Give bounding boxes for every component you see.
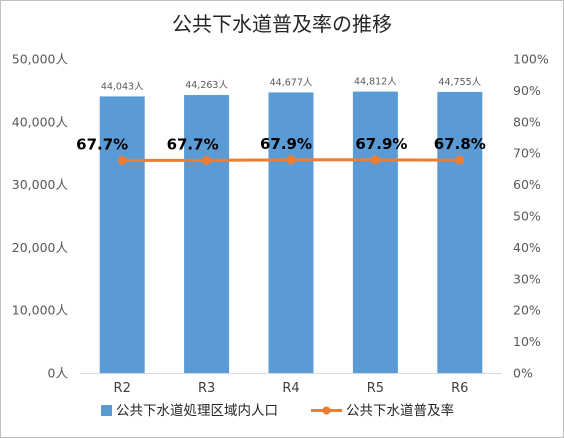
line-data-label: 67.7% — [167, 135, 219, 153]
bar-data-label: 44,043人 — [101, 81, 144, 92]
legend-bar-swatch — [101, 405, 112, 416]
left-axis-tick-label: 10,000人 — [12, 303, 69, 318]
bar-data-label: 44,812人 — [354, 77, 397, 88]
x-axis-tick-label: R3 — [198, 381, 215, 396]
line-data-labels: 67.7% 67.7% 67.9% 67.9% 67.8% — [76, 135, 486, 154]
bar-data-label: 44,677人 — [270, 77, 313, 88]
right-axis-tick-label: 20% — [513, 303, 541, 318]
line-data-label: 67.8% — [434, 135, 486, 153]
x-axis-tick-label: R4 — [282, 381, 299, 396]
right-axis: 0% 10% 20% 30% 40% 50% 60% 70% 80% 90% 100% — [513, 52, 549, 381]
right-axis-tick-label: 0% — [513, 366, 533, 381]
x-axis-tick-label: R5 — [367, 381, 384, 396]
right-axis-tick-label: 80% — [513, 114, 541, 129]
left-axis: 0人 10,000人 20,000人 30,000人 40,000人 50,000人 — [12, 52, 69, 381]
right-axis-tick-label: 50% — [513, 209, 541, 224]
bar-series — [99, 91, 483, 374]
bar-data-labels: 44,043人 44,263人 44,677人 44,812人 44,755人 — [101, 77, 482, 93]
legend-line-marker — [322, 406, 331, 415]
right-axis-tick-label: 70% — [513, 146, 541, 161]
left-axis-tick-label: 0人 — [48, 366, 69, 381]
chart-title: 公共下水道普及率の推移 — [172, 12, 392, 36]
x-axis-tick-label: R6 — [451, 381, 468, 396]
bar — [437, 91, 483, 373]
line-series — [117, 155, 465, 165]
right-axis-tick-label: 40% — [513, 240, 541, 255]
line-point — [202, 155, 212, 165]
right-axis-tick-label: 100% — [513, 52, 549, 67]
right-axis-tick-label: 30% — [513, 271, 541, 286]
line-data-label: 67.7% — [76, 135, 128, 153]
x-axis-tick-label: R2 — [114, 381, 131, 396]
right-axis-tick-label: 60% — [513, 177, 541, 192]
legend: 公共下水道処理区域内人口 公共下水道普及率 — [101, 402, 454, 419]
bar — [184, 95, 230, 374]
bar — [352, 91, 398, 374]
right-axis-tick-label: 90% — [513, 83, 541, 98]
line-point — [117, 155, 127, 165]
bar — [268, 92, 314, 373]
bar — [99, 96, 145, 373]
right-axis-tick-label: 10% — [513, 334, 541, 349]
line-point — [455, 155, 465, 165]
bar-data-label: 44,263人 — [185, 80, 228, 91]
left-axis-tick-label: 40,000人 — [12, 114, 69, 129]
left-axis-tick-label: 20,000人 — [12, 240, 69, 255]
line-data-label: 67.9% — [355, 135, 407, 153]
bar-data-label: 44,755人 — [438, 77, 481, 88]
line-point — [286, 155, 296, 165]
x-axis-tick-labels: R2 R3 R4 R5 R6 — [114, 381, 469, 396]
legend-bar-label: 公共下水道処理区域内人口 — [116, 403, 278, 419]
left-axis-tick-label: 30,000人 — [12, 177, 69, 192]
line-data-label: 67.9% — [260, 135, 312, 153]
legend-line-label: 公共下水道普及率 — [346, 402, 454, 419]
left-axis-tick-label: 50,000人 — [12, 52, 69, 67]
line-point — [370, 155, 380, 165]
